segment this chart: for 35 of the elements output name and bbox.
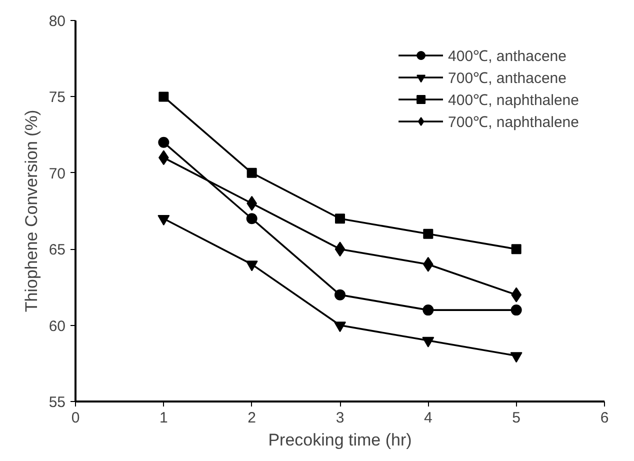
y-axis-title: Thiophene Conversion (%)	[22, 110, 41, 312]
x-tick-label: 1	[159, 410, 168, 426]
x-tick-label: 5	[512, 410, 521, 426]
x-axis-title: Precoking time (hr)	[268, 430, 412, 450]
point	[158, 214, 170, 226]
x-tick-label: 2	[248, 410, 256, 426]
point	[334, 322, 346, 332]
point	[246, 168, 257, 178]
point	[423, 228, 434, 239]
point	[246, 260, 258, 272]
y-tick-label: 60	[48, 318, 66, 335]
legend-label: 700℃, naphthalene	[448, 113, 579, 131]
point	[246, 213, 258, 224]
y-tick-label: 80	[48, 13, 66, 30]
point	[510, 304, 522, 316]
point	[158, 92, 169, 102]
point	[334, 289, 346, 300]
x-tick-label: 6	[600, 410, 609, 426]
point	[511, 244, 522, 254]
legend-label: 700℃, anthacene	[448, 69, 566, 87]
y-tick-label: 55	[48, 394, 66, 411]
x-tick-label: 3	[336, 410, 344, 426]
y-tick-label: 65	[48, 242, 66, 259]
point	[510, 352, 522, 363]
legend-label: 400℃, naphthalene	[448, 91, 579, 109]
y-tick-label: 70	[48, 165, 66, 182]
legend-label: 400℃, anthacene	[448, 47, 566, 65]
point	[422, 304, 434, 316]
point	[334, 242, 346, 257]
x-tick-label: 0	[71, 410, 80, 426]
point	[335, 214, 345, 224]
point	[158, 136, 170, 148]
x-tick-label: 4	[424, 410, 432, 426]
y-tick-label: 75	[48, 89, 66, 106]
point	[422, 336, 434, 348]
